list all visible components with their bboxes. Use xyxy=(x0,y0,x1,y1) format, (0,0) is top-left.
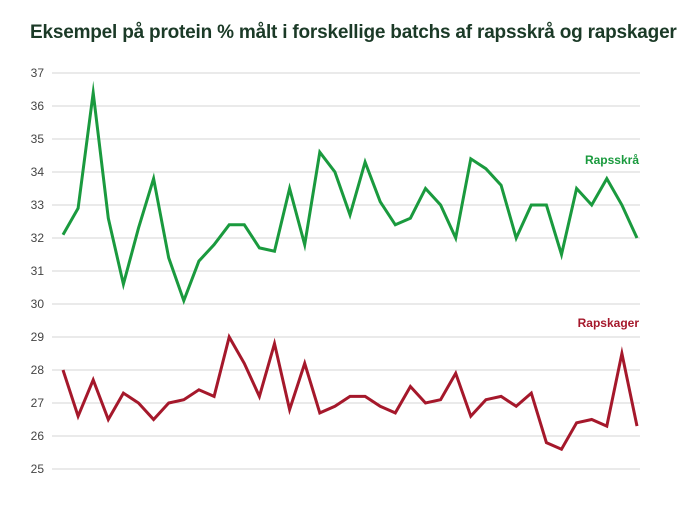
y-tick-label: 27 xyxy=(31,396,45,410)
chart-title: Eksempel på protein % målt i forskellige… xyxy=(30,22,677,43)
y-tick-label: 36 xyxy=(31,99,45,113)
y-tick-label: 26 xyxy=(31,429,45,443)
series-line-rapsskraa xyxy=(61,80,639,306)
series-line-rapskager xyxy=(61,333,639,452)
y-tick-label: 35 xyxy=(31,132,45,146)
y-tick-label: 29 xyxy=(31,330,45,344)
series-label: Rapsskrå xyxy=(585,153,639,167)
y-tick-label: 37 xyxy=(31,66,45,80)
y-tick-label: 30 xyxy=(31,297,45,311)
series-label: Rapskager xyxy=(578,316,640,330)
y-tick-label: 34 xyxy=(31,165,45,179)
y-tick-label: 28 xyxy=(31,363,45,377)
y-tick-label: 25 xyxy=(31,462,45,476)
y-tick-label: 31 xyxy=(31,264,45,278)
y-tick-label: 32 xyxy=(31,231,45,245)
y-tick-label: 33 xyxy=(31,198,45,212)
